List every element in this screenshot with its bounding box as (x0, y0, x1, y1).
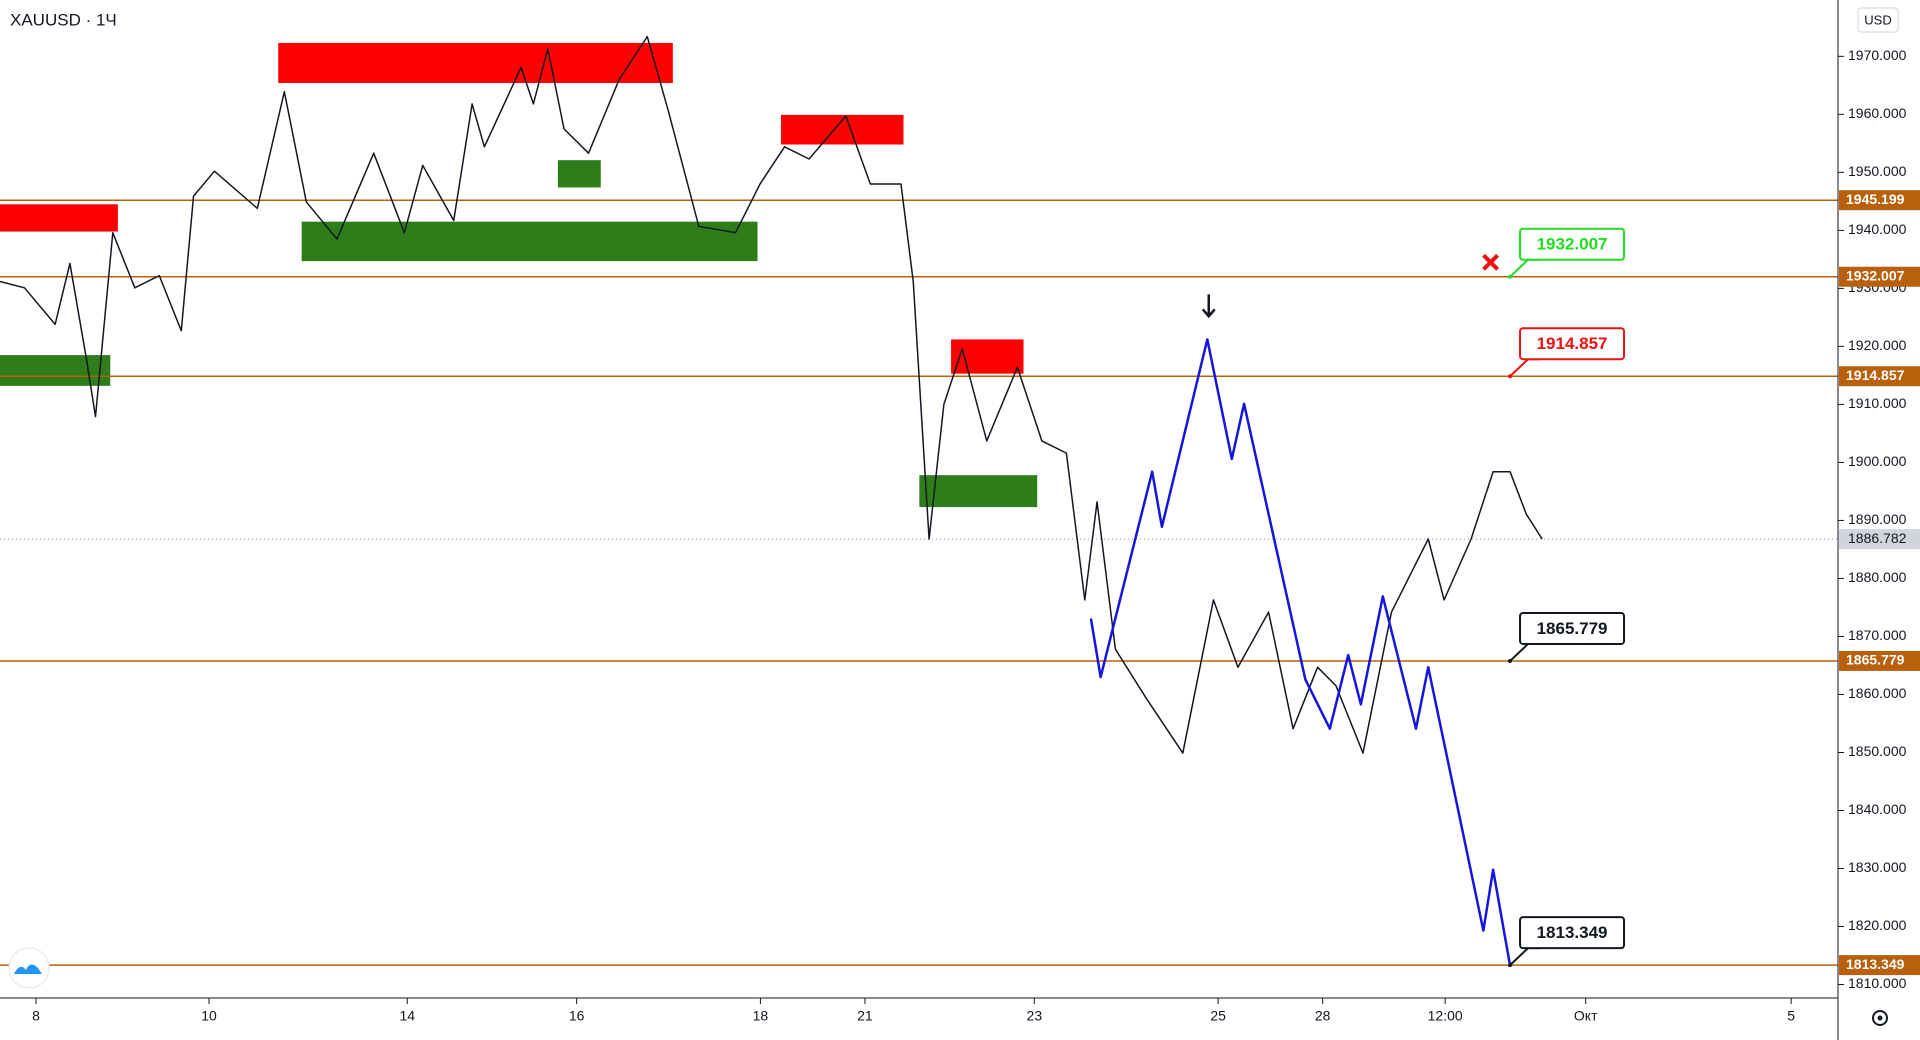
callout-point (1508, 963, 1513, 968)
callout-box (1519, 916, 1626, 950)
x-tick-label: 12:00 (1428, 1008, 1463, 1024)
y-tick-label: 1900.000 (1848, 453, 1907, 469)
x-tick-label: 16 (569, 1008, 585, 1024)
y-tick-label: 1870.000 (1848, 627, 1907, 643)
x-tick-label: 25 (1210, 1008, 1226, 1024)
level-axis-box (1839, 266, 1920, 287)
y-tick-label: 1920.000 (1848, 337, 1907, 353)
x-tick-label: 5 (1787, 1008, 1795, 1024)
y-tick-label: 1850.000 (1848, 743, 1907, 759)
zone (557, 160, 601, 188)
level-axis-box (1839, 650, 1920, 671)
y-tick-label: 1830.000 (1848, 859, 1907, 875)
x-tick-label: 28 (1315, 1008, 1331, 1024)
y-tick-label: 1940.000 (1848, 221, 1907, 237)
callout-label: 1932.007 (1537, 235, 1608, 254)
x-tick-label: 23 (1027, 1008, 1043, 1024)
level-axis-box (1839, 366, 1920, 387)
logo-mark (14, 964, 42, 974)
logo[interactable] (8, 947, 50, 989)
level-axis-label: 1813.349 (1846, 956, 1905, 972)
cross-marker (1482, 253, 1499, 271)
y-tick-label: 1910.000 (1848, 395, 1907, 411)
y-tick-label: 1880.000 (1848, 569, 1907, 585)
x-tick-label: 8 (32, 1008, 40, 1024)
x-tick-label: 18 (753, 1008, 769, 1024)
arrow-marker (1201, 294, 1216, 319)
callout-label: 1914.857 (1537, 334, 1608, 353)
y-tick-label: 1970.000 (1848, 47, 1907, 63)
last-price-label: 1886.782 (1848, 530, 1907, 546)
y-tick-label: 1950.000 (1848, 163, 1907, 179)
callout-box (1519, 327, 1626, 361)
zone (301, 221, 758, 262)
level-axis-label: 1914.857 (1846, 367, 1905, 383)
zone (0, 204, 118, 232)
price-line (1089, 338, 1512, 966)
x-tick-label: 10 (201, 1008, 217, 1024)
y-tick-label: 1810.000 (1848, 975, 1907, 991)
callout-point (1508, 658, 1513, 663)
callout-label: 1865.779 (1537, 619, 1608, 638)
callout-box (1519, 611, 1626, 645)
symbol-title: XAUUSD · 1Ч (10, 10, 117, 29)
y-tick-label: 1820.000 (1848, 917, 1907, 933)
x-tick-label: 21 (857, 1008, 873, 1024)
settings-icon[interactable] (1872, 1010, 1888, 1026)
x-tick-label: Окт (1574, 1008, 1598, 1024)
y-tick-label: 1960.000 (1848, 105, 1907, 121)
y-tick-label: 1840.000 (1848, 801, 1907, 817)
price-line (0, 35, 1543, 754)
zone (951, 339, 1024, 374)
currency: USD (1864, 12, 1891, 27)
zone (278, 42, 673, 84)
currency-box[interactable] (1857, 7, 1899, 33)
level-axis-label: 1932.007 (1846, 267, 1905, 283)
last-price-box (1839, 529, 1920, 550)
callout-point (1508, 374, 1513, 379)
callout-point (1508, 274, 1513, 279)
callout-label: 1813.349 (1537, 923, 1608, 942)
y-tick-label: 1860.000 (1848, 685, 1907, 701)
level-axis-box (1839, 955, 1920, 976)
level-axis-box (1839, 190, 1920, 211)
level-axis-label: 1945.199 (1846, 191, 1905, 207)
x-tick-label: 14 (399, 1008, 415, 1024)
level-axis-label: 1865.779 (1846, 652, 1905, 668)
gear[interactable] (1872, 1010, 1888, 1026)
plot-area: 1932.007 1914.857 1865.779 1813.349 (0, 35, 1838, 968)
gear-center (1877, 1015, 1883, 1021)
zone (0, 355, 111, 386)
callout-box (1519, 227, 1626, 261)
zone (919, 475, 1038, 508)
y-tick-label: 1890.000 (1848, 511, 1907, 527)
